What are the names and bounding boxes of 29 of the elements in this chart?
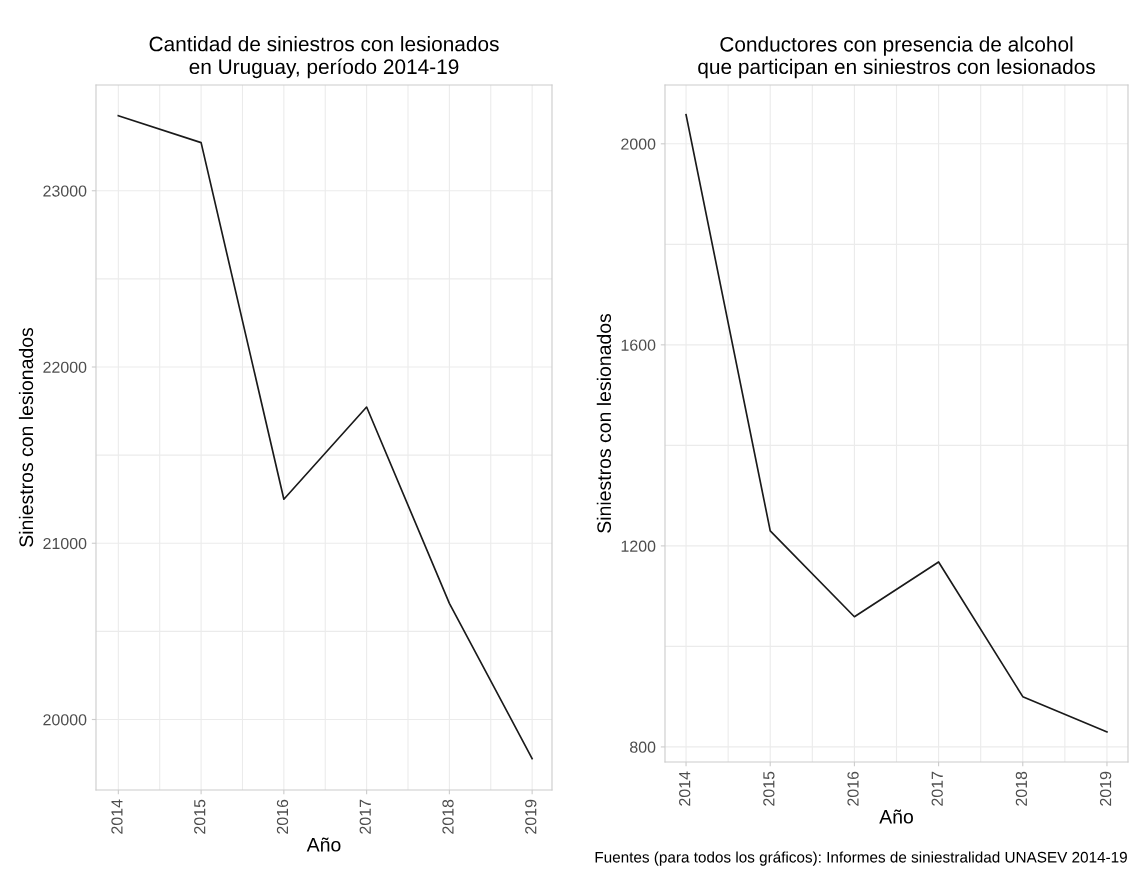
x-tick-label: 2014 <box>679 771 691 806</box>
y-axis-title: Siniestros con lesionados <box>18 327 34 547</box>
chart-title: Cantidad de siniestros con lesionados en Uruguay, período 2014-19 <box>149 36 499 79</box>
line-series <box>685 113 1108 733</box>
y-tick-label: 2000 <box>621 138 656 150</box>
source-note: Fuentes (para todos los gráficos): Informes de siniestralidad UNASEV 2014-19 <box>595 851 1127 866</box>
x-tick-label: 2015 <box>763 771 775 806</box>
x-tick-label: 2014 <box>111 799 123 834</box>
y-tick-label: 1200 <box>621 540 656 552</box>
y-tick-label: 22000 <box>43 361 87 373</box>
x-axis-title: Año <box>306 837 341 852</box>
x-tick-label: 2017 <box>359 799 371 834</box>
y-tick-label: 23000 <box>43 185 87 197</box>
y-tick-label: 21000 <box>43 537 87 550</box>
x-tick-label: 2018 <box>1015 771 1028 806</box>
x-tick-label: 2016 <box>276 799 289 834</box>
x-tick-label: 2017 <box>931 771 943 806</box>
x-tick-label: 2018 <box>442 799 454 834</box>
line-series <box>117 114 533 760</box>
y-tick-label: 20000 <box>43 714 87 726</box>
x-tick-label: 2019 <box>525 799 537 834</box>
x-axis-title: Año <box>879 809 913 824</box>
y-axis-title: Siniestros con lesionados <box>596 313 612 533</box>
x-tick-label: 2015 <box>194 799 206 834</box>
x-tick-label: 2016 <box>847 771 859 806</box>
y-tick-label: 800 <box>630 741 656 753</box>
chart-title: Conductores con presencia de alcohol que participan en siniestros con lesionados <box>698 36 1095 79</box>
x-tick-label: 2019 <box>1099 771 1112 806</box>
y-tick-label: 1600 <box>621 339 656 351</box>
